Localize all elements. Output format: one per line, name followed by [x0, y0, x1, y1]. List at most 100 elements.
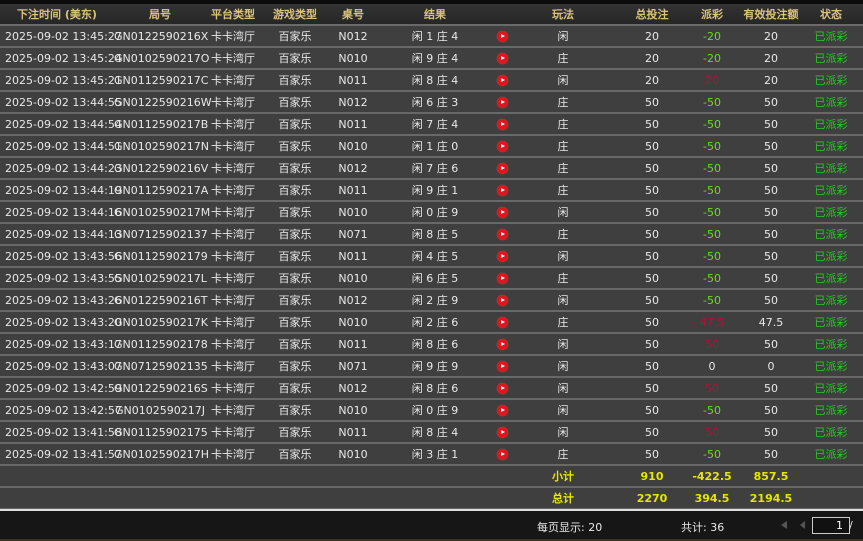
- payout-cell: -50: [688, 113, 736, 136]
- play-video-icon[interactable]: [496, 53, 508, 64]
- round-id-cell: GN07125902135: [114, 355, 208, 378]
- payout-cell: 50: [688, 333, 736, 356]
- subtotal-row: 小计 910 -422.5 857.5: [0, 465, 863, 488]
- table-row: 2025-09-02 13:43:26 GN0122590216T 卡卡湾厅 百家乐 N…: [0, 289, 863, 312]
- game-type-cell: 百家乐: [260, 311, 330, 334]
- replay-cell: [494, 113, 510, 136]
- status-cell: 已派彩: [806, 157, 856, 180]
- platform-cell: 卡卡湾厅: [206, 69, 260, 92]
- payout-cell: -50: [688, 399, 736, 422]
- play-cell: 闲: [510, 421, 616, 444]
- round-id-cell: GN01125902175: [114, 421, 208, 444]
- play-video-icon[interactable]: [496, 229, 508, 240]
- table-row: 2025-09-02 13:43:55 GN0102590217L 卡卡湾厅 百家乐 N…: [0, 267, 863, 290]
- total-valid: 2194.5: [736, 487, 806, 510]
- play-video-icon[interactable]: [496, 251, 508, 262]
- play-video-icon[interactable]: [496, 427, 508, 438]
- play-video-icon[interactable]: [496, 31, 508, 42]
- game-type-cell: 百家乐: [260, 223, 330, 246]
- valid-bet-cell: 50: [736, 333, 806, 356]
- platform-cell: 卡卡湾厅: [206, 157, 260, 180]
- play-video-icon[interactable]: [496, 119, 508, 130]
- total-bet-cell: 50: [616, 311, 688, 334]
- total-bet-cell: 20: [616, 25, 688, 48]
- total-bet-cell: 50: [616, 91, 688, 114]
- filler: [856, 267, 863, 290]
- replay-cell: [494, 377, 510, 400]
- play-video-icon[interactable]: [496, 163, 508, 174]
- platform-cell: 卡卡湾厅: [206, 25, 260, 48]
- play-video-icon[interactable]: [496, 141, 508, 152]
- platform-cell: 卡卡湾厅: [206, 245, 260, 268]
- payout-cell: -50: [688, 443, 736, 466]
- result-cell: 闲 4 庄 5: [376, 245, 494, 268]
- time-cell: 2025-09-02 13:44:16: [0, 201, 122, 224]
- payout-cell: -50: [688, 267, 736, 290]
- table-row: 2025-09-02 13:44:55 GN0122590216W 卡卡湾厅 百家乐 N…: [0, 91, 863, 114]
- bottom-strip: [0, 539, 863, 541]
- valid-bet-cell: 50: [736, 289, 806, 312]
- total-bet-cell: 50: [616, 377, 688, 400]
- total-bet-cell: 50: [616, 267, 688, 290]
- replay-cell: [494, 289, 510, 312]
- status-cell: 已派彩: [806, 311, 856, 334]
- filler: [856, 399, 863, 422]
- total-bet-cell: 50: [616, 245, 688, 268]
- filler: [856, 245, 863, 268]
- play-video-icon[interactable]: [496, 317, 508, 328]
- table-no-cell: N011: [330, 69, 376, 92]
- play-video-icon[interactable]: [496, 295, 508, 306]
- time-cell: 2025-09-02 13:42:57: [0, 399, 122, 422]
- header-table-no: 桌号: [330, 4, 376, 26]
- result-cell: 闲 8 庄 4: [376, 69, 494, 92]
- play-cell: 庄: [510, 135, 616, 158]
- platform-cell: 卡卡湾厅: [206, 399, 260, 422]
- round-id-cell: GN0122590216X: [114, 25, 208, 48]
- status-cell: 已派彩: [806, 289, 856, 312]
- payout-cell: 50: [688, 377, 736, 400]
- play-video-icon[interactable]: [496, 405, 508, 416]
- play-video-icon[interactable]: [496, 75, 508, 86]
- page-number-input[interactable]: [812, 517, 850, 534]
- filler: [856, 223, 863, 246]
- valid-bet-cell: 50: [736, 377, 806, 400]
- play-video-icon[interactable]: [496, 449, 508, 460]
- result-cell: 闲 7 庄 6: [376, 157, 494, 180]
- result-cell: 闲 6 庄 5: [376, 267, 494, 290]
- table-no-cell: N011: [330, 113, 376, 136]
- play-video-icon[interactable]: [496, 339, 508, 350]
- play-cell: 庄: [510, 113, 616, 136]
- filler: [856, 179, 863, 202]
- round-id-cell: GN0122590216V: [114, 157, 208, 180]
- play-video-icon[interactable]: [496, 97, 508, 108]
- subtotal-payout: -422.5: [688, 465, 736, 488]
- play-video-icon[interactable]: [496, 361, 508, 372]
- table-row: 2025-09-02 13:41:58 GN01125902175 卡卡湾厅 百家乐 N…: [0, 421, 863, 444]
- play-video-icon[interactable]: [496, 185, 508, 196]
- play-video-icon[interactable]: [496, 207, 508, 218]
- platform-cell: 卡卡湾厅: [206, 223, 260, 246]
- header-round-id: 局号: [114, 4, 206, 26]
- prev-page-icon[interactable]: [800, 521, 805, 529]
- total-spacer: [0, 487, 510, 510]
- play-video-icon[interactable]: [496, 273, 508, 284]
- subtotal-bet: 910: [616, 465, 688, 488]
- play-cell: 闲: [510, 25, 616, 48]
- total-bet-cell: 50: [616, 135, 688, 158]
- platform-cell: 卡卡湾厅: [206, 289, 260, 312]
- table-no-cell: N071: [330, 355, 376, 378]
- total-payout: 394.5: [688, 487, 736, 510]
- payout-cell: -50: [688, 179, 736, 202]
- play-video-icon[interactable]: [496, 383, 508, 394]
- time-cell: 2025-09-02 13:44:19: [0, 179, 122, 202]
- filler: [856, 421, 863, 444]
- filler: [856, 157, 863, 180]
- round-id-cell: GN0122590216S: [114, 377, 208, 400]
- valid-bet-cell: 50: [736, 113, 806, 136]
- total-bet-cell: 50: [616, 443, 688, 466]
- result-cell: 闲 6 庄 3: [376, 91, 494, 114]
- header-platform: 平台类型: [206, 4, 260, 26]
- round-id-cell: GN0112590217B: [114, 113, 208, 136]
- first-page-icon[interactable]: [781, 521, 787, 529]
- play-cell: 闲: [510, 201, 616, 224]
